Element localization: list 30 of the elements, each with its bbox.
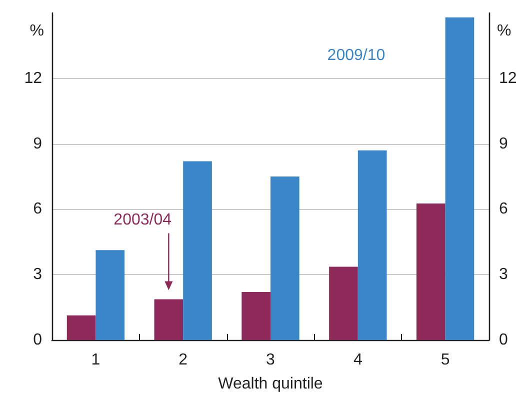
text: 2009/10 xyxy=(327,46,386,64)
bar xyxy=(416,204,446,340)
x-tick-label: 3 xyxy=(266,352,276,368)
y2-axis-title: % xyxy=(497,22,512,40)
text: 2003/04 xyxy=(114,212,172,229)
bar xyxy=(96,250,125,340)
y-tick-label: 3 xyxy=(33,266,42,284)
y-tick-label: 0 xyxy=(33,332,42,348)
y-axis-title: % xyxy=(30,22,44,40)
x-tick-label: 1 xyxy=(91,352,100,368)
bar xyxy=(445,17,474,340)
y2-tick-label: 0 xyxy=(499,332,508,348)
x-tick-label: 5 xyxy=(440,352,450,368)
bar xyxy=(66,315,96,340)
y2-tick-label: 12 xyxy=(499,70,517,87)
x-tick-label: 4 xyxy=(353,352,362,368)
x-tick-label: 2 xyxy=(178,352,188,368)
bar xyxy=(154,299,184,340)
y2-tick-label: 9 xyxy=(499,135,508,152)
y2-tick-label: 6 xyxy=(499,200,508,218)
x-axis-title: Wealth quintile xyxy=(218,376,323,392)
bar xyxy=(329,266,358,340)
bar xyxy=(242,292,270,340)
y-tick-label: 12 xyxy=(24,70,42,87)
bar xyxy=(183,161,212,340)
y-tick-label: 9 xyxy=(33,135,42,152)
bar xyxy=(358,150,387,340)
y2-tick-label: 3 xyxy=(499,266,508,284)
bar xyxy=(270,176,300,340)
y-tick-label: 6 xyxy=(33,200,42,218)
